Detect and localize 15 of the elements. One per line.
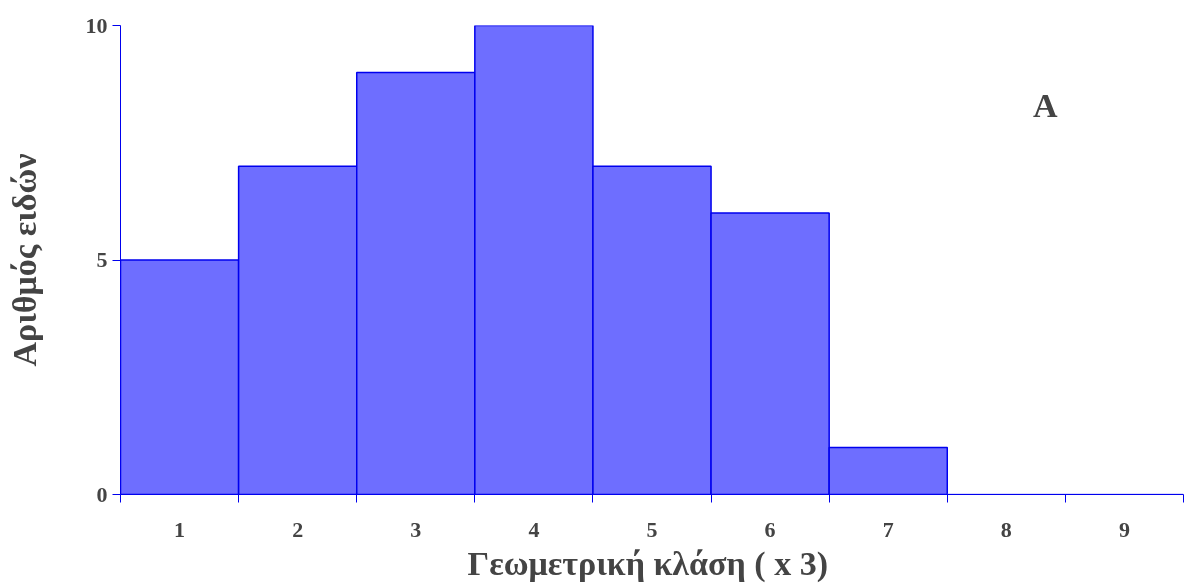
x-tick-label: 5 — [646, 516, 658, 542]
y-tick-label: 0 — [96, 481, 108, 507]
y-tick-label: 5 — [96, 247, 108, 272]
x-tick-label: 1 — [174, 516, 186, 542]
x-tick-label: 4 — [528, 516, 540, 542]
x-tick-label: 2 — [292, 516, 304, 542]
x-tick-label: 3 — [410, 516, 422, 542]
x-tick-label: 6 — [764, 516, 776, 542]
x-tick-label: 7 — [882, 516, 894, 542]
y-axis-title: Αριθμός ειδών — [5, 153, 43, 367]
x-tick-label: 8 — [1000, 516, 1012, 542]
y-tick-label: 10 — [85, 12, 108, 38]
annotation: A — [1033, 86, 1059, 124]
x-tick-label: 9 — [1118, 516, 1130, 542]
x-axis-title: Γεωμετρική κλάση ( x 3) — [467, 544, 828, 583]
